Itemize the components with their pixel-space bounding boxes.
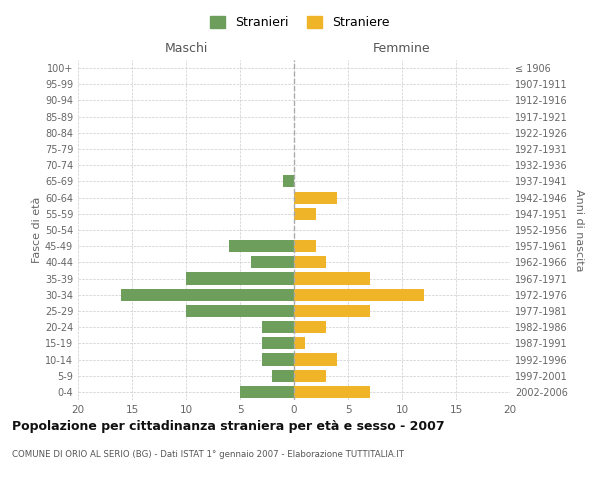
Bar: [262, 321, 294, 333]
Bar: [121, 288, 294, 301]
Bar: [294, 256, 326, 268]
Bar: [251, 256, 294, 268]
Bar: [294, 305, 370, 317]
Bar: [294, 240, 316, 252]
Bar: [240, 386, 294, 398]
Text: COMUNE DI ORIO AL SERIO (BG) - Dati ISTAT 1° gennaio 2007 - Elaborazione TUTTITA: COMUNE DI ORIO AL SERIO (BG) - Dati ISTA…: [12, 450, 404, 459]
Bar: [262, 338, 294, 349]
Text: Popolazione per cittadinanza straniera per età e sesso - 2007: Popolazione per cittadinanza straniera p…: [12, 420, 445, 433]
Bar: [186, 272, 294, 284]
Bar: [186, 305, 294, 317]
Bar: [294, 354, 337, 366]
Bar: [294, 386, 370, 398]
Bar: [294, 338, 305, 349]
Bar: [262, 354, 294, 366]
Bar: [272, 370, 294, 382]
Bar: [294, 288, 424, 301]
Bar: [294, 192, 337, 203]
Bar: [294, 272, 370, 284]
Legend: Stranieri, Straniere: Stranieri, Straniere: [205, 11, 395, 34]
Text: Maschi: Maschi: [164, 42, 208, 55]
Y-axis label: Anni di nascita: Anni di nascita: [574, 188, 584, 271]
Text: Femmine: Femmine: [373, 42, 431, 55]
Bar: [229, 240, 294, 252]
Y-axis label: Fasce di età: Fasce di età: [32, 197, 42, 263]
Bar: [294, 370, 326, 382]
Bar: [294, 321, 326, 333]
Bar: [294, 208, 316, 220]
Bar: [283, 176, 294, 188]
